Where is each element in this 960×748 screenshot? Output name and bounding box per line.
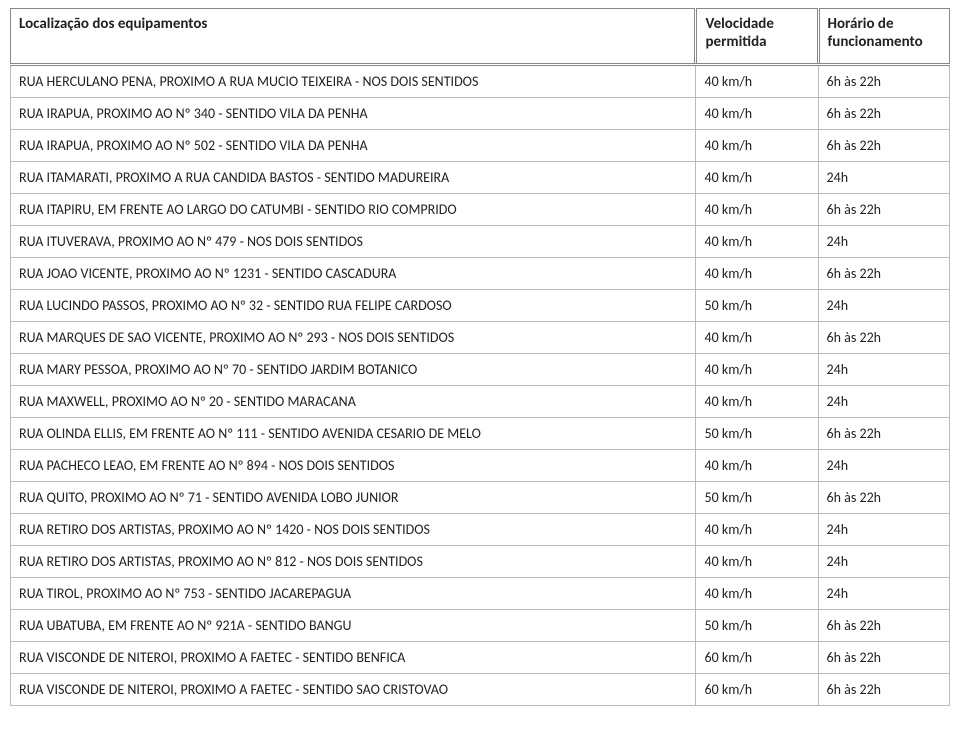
table-row: RUA UBATUBA, EM FRENTE AO Nº 921A - SENT… xyxy=(11,610,950,642)
table-row: RUA ITAPIRU, EM FRENTE AO LARGO DO CATUM… xyxy=(11,194,950,226)
cell-hours: 6h às 22h xyxy=(818,194,949,226)
table-row: RUA LUCINDO PASSOS, PROXIMO AO Nº 32 - S… xyxy=(11,290,950,322)
cell-speed: 40 km/h xyxy=(696,130,818,162)
cell-location: RUA ITAMARATI, PROXIMO A RUA CANDIDA BAS… xyxy=(11,162,696,194)
cell-speed: 40 km/h xyxy=(696,226,818,258)
table-row: RUA MARY PESSOA, PROXIMO AO Nº 70 - SENT… xyxy=(11,354,950,386)
table-row: RUA QUITO, PROXIMO AO Nº 71 - SENTIDO AV… xyxy=(11,482,950,514)
cell-location: RUA IRAPUA, PROXIMO AO Nº 340 - SENTIDO … xyxy=(11,98,696,130)
cell-speed: 40 km/h xyxy=(696,386,818,418)
cell-location: RUA PACHECO LEAO, EM FRENTE AO Nº 894 - … xyxy=(11,450,696,482)
cell-speed: 50 km/h xyxy=(696,482,818,514)
equipment-table: Localização dos equipamentos Velocidade … xyxy=(10,8,950,706)
table-row: RUA VISCONDE DE NITEROI, PROXIMO A FAETE… xyxy=(11,674,950,706)
cell-speed: 50 km/h xyxy=(696,290,818,322)
cell-hours: 24h xyxy=(818,354,949,386)
cell-speed: 40 km/h xyxy=(696,258,818,290)
cell-hours: 6h às 22h xyxy=(818,258,949,290)
cell-hours: 24h xyxy=(818,226,949,258)
cell-hours: 6h às 22h xyxy=(818,642,949,674)
cell-hours: 6h às 22h xyxy=(818,674,949,706)
cell-speed: 50 km/h xyxy=(696,610,818,642)
table-row: RUA ITUVERAVA, PROXIMO AO Nº 479 - NOS D… xyxy=(11,226,950,258)
cell-location: RUA IRAPUA, PROXIMO AO Nº 502 - SENTIDO … xyxy=(11,130,696,162)
table-row: RUA MAXWELL, PROXIMO AO Nº 20 - SENTIDO … xyxy=(11,386,950,418)
cell-speed: 50 km/h xyxy=(696,418,818,450)
table-row: RUA PACHECO LEAO, EM FRENTE AO Nº 894 - … xyxy=(11,450,950,482)
cell-hours: 24h xyxy=(818,290,949,322)
header-speed-line1: Velocidade xyxy=(705,15,773,33)
cell-hours: 24h xyxy=(818,546,949,578)
cell-location: RUA MARY PESSOA, PROXIMO AO Nº 70 - SENT… xyxy=(11,354,696,386)
table-row: RUA VISCONDE DE NITEROI, PROXIMO A FAETE… xyxy=(11,642,950,674)
cell-hours: 24h xyxy=(818,450,949,482)
cell-location: RUA QUITO, PROXIMO AO Nº 71 - SENTIDO AV… xyxy=(11,482,696,514)
cell-speed: 40 km/h xyxy=(696,322,818,354)
table-row: RUA IRAPUA, PROXIMO AO Nº 502 - SENTIDO … xyxy=(11,130,950,162)
cell-location: RUA MAXWELL, PROXIMO AO Nº 20 - SENTIDO … xyxy=(11,386,696,418)
table-row: RUA IRAPUA, PROXIMO AO Nº 340 - SENTIDO … xyxy=(11,98,950,130)
cell-hours: 6h às 22h xyxy=(818,130,949,162)
table-header-row: Localização dos equipamentos Velocidade … xyxy=(11,9,950,65)
cell-hours: 24h xyxy=(818,386,949,418)
cell-speed: 40 km/h xyxy=(696,546,818,578)
cell-location: RUA ITAPIRU, EM FRENTE AO LARGO DO CATUM… xyxy=(11,194,696,226)
cell-hours: 6h às 22h xyxy=(818,65,949,98)
cell-location: RUA ITUVERAVA, PROXIMO AO Nº 479 - NOS D… xyxy=(11,226,696,258)
cell-location: RUA TIROL, PROXIMO AO Nº 753 - SENTIDO J… xyxy=(11,578,696,610)
cell-hours: 24h xyxy=(818,514,949,546)
cell-speed: 40 km/h xyxy=(696,65,818,98)
cell-hours: 6h às 22h xyxy=(818,482,949,514)
cell-speed: 60 km/h xyxy=(696,674,818,706)
header-location: Localização dos equipamentos xyxy=(11,9,696,65)
table-row: RUA HERCULANO PENA, PROXIMO A RUA MUCIO … xyxy=(11,65,950,98)
cell-speed: 40 km/h xyxy=(696,578,818,610)
table-row: RUA MARQUES DE SAO VICENTE, PROXIMO AO N… xyxy=(11,322,950,354)
cell-hours: 6h às 22h xyxy=(818,322,949,354)
header-speed-line2: permitida xyxy=(705,33,766,51)
cell-speed: 40 km/h xyxy=(696,98,818,130)
cell-location: RUA VISCONDE DE NITEROI, PROXIMO A FAETE… xyxy=(11,674,696,706)
cell-speed: 40 km/h xyxy=(696,162,818,194)
cell-speed: 40 km/h xyxy=(696,450,818,482)
cell-speed: 40 km/h xyxy=(696,514,818,546)
cell-location: RUA LUCINDO PASSOS, PROXIMO AO Nº 32 - S… xyxy=(11,290,696,322)
cell-location: RUA RETIRO DOS ARTISTAS, PROXIMO AO Nº 8… xyxy=(11,546,696,578)
header-speed: Velocidade permitida xyxy=(696,9,818,65)
cell-hours: 6h às 22h xyxy=(818,418,949,450)
table-row: RUA RETIRO DOS ARTISTAS, PROXIMO AO Nº 1… xyxy=(11,514,950,546)
cell-location: RUA HERCULANO PENA, PROXIMO A RUA MUCIO … xyxy=(11,65,696,98)
cell-hours: 6h às 22h xyxy=(818,98,949,130)
cell-hours: 24h xyxy=(818,578,949,610)
cell-hours: 6h às 22h xyxy=(818,610,949,642)
cell-location: RUA JOAO VICENTE, PROXIMO AO Nº 1231 - S… xyxy=(11,258,696,290)
table-row: RUA RETIRO DOS ARTISTAS, PROXIMO AO Nº 8… xyxy=(11,546,950,578)
cell-location: RUA VISCONDE DE NITEROI, PROXIMO A FAETE… xyxy=(11,642,696,674)
table-row: RUA ITAMARATI, PROXIMO A RUA CANDIDA BAS… xyxy=(11,162,950,194)
cell-location: RUA OLINDA ELLIS, EM FRENTE AO Nº 111 - … xyxy=(11,418,696,450)
table-body: RUA HERCULANO PENA, PROXIMO A RUA MUCIO … xyxy=(11,65,950,706)
cell-speed: 40 km/h xyxy=(696,194,818,226)
table-row: RUA TIROL, PROXIMO AO Nº 753 - SENTIDO J… xyxy=(11,578,950,610)
table-row: RUA OLINDA ELLIS, EM FRENTE AO Nº 111 - … xyxy=(11,418,950,450)
header-hours-line1: Horário de xyxy=(828,15,894,33)
cell-location: RUA MARQUES DE SAO VICENTE, PROXIMO AO N… xyxy=(11,322,696,354)
cell-location: RUA RETIRO DOS ARTISTAS, PROXIMO AO Nº 1… xyxy=(11,514,696,546)
table-row: RUA JOAO VICENTE, PROXIMO AO Nº 1231 - S… xyxy=(11,258,950,290)
header-hours-line2: funcionamento xyxy=(828,33,923,51)
cell-speed: 60 km/h xyxy=(696,642,818,674)
header-hours: Horário de funcionamento xyxy=(818,9,949,65)
cell-location: RUA UBATUBA, EM FRENTE AO Nº 921A - SENT… xyxy=(11,610,696,642)
cell-hours: 24h xyxy=(818,162,949,194)
cell-speed: 40 km/h xyxy=(696,354,818,386)
